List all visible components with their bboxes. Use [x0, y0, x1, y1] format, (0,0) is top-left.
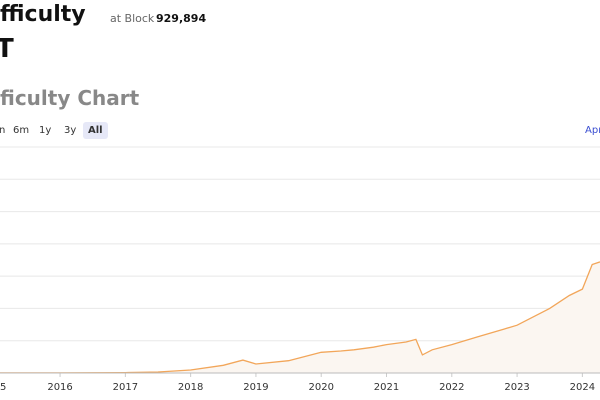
- range-button[interactable]: 3y: [64, 125, 77, 136]
- x-tick-label: 2019: [243, 382, 268, 393]
- block-label: at Block: [110, 12, 155, 25]
- range-button[interactable]: All: [83, 122, 108, 139]
- x-tick-label: 2016: [47, 382, 72, 393]
- x-tick-label: 2020: [308, 382, 333, 393]
- line: [0, 261, 600, 374]
- x-tick-label: 2024: [570, 382, 595, 393]
- date-label: Apr: [585, 125, 600, 136]
- range-button[interactable]: 1y: [39, 125, 52, 136]
- x-tick-label: 2017: [113, 382, 138, 393]
- block-number: 929,894: [156, 12, 207, 25]
- x-tick-label: 2023: [504, 382, 529, 393]
- range-button[interactable]: 6m: [13, 125, 30, 136]
- page-title: fficulty: [0, 2, 86, 27]
- chart-title: ficulty Chart: [0, 86, 140, 110]
- area: [0, 261, 600, 373]
- x-tick-label: 2022: [439, 382, 464, 393]
- x-tick-label: 2018: [178, 382, 203, 393]
- x-tick-label: 2021: [374, 382, 399, 393]
- difficulty-value: T: [0, 34, 14, 64]
- range-button[interactable]: n: [0, 125, 6, 136]
- x-tick-label: 5: [0, 382, 6, 393]
